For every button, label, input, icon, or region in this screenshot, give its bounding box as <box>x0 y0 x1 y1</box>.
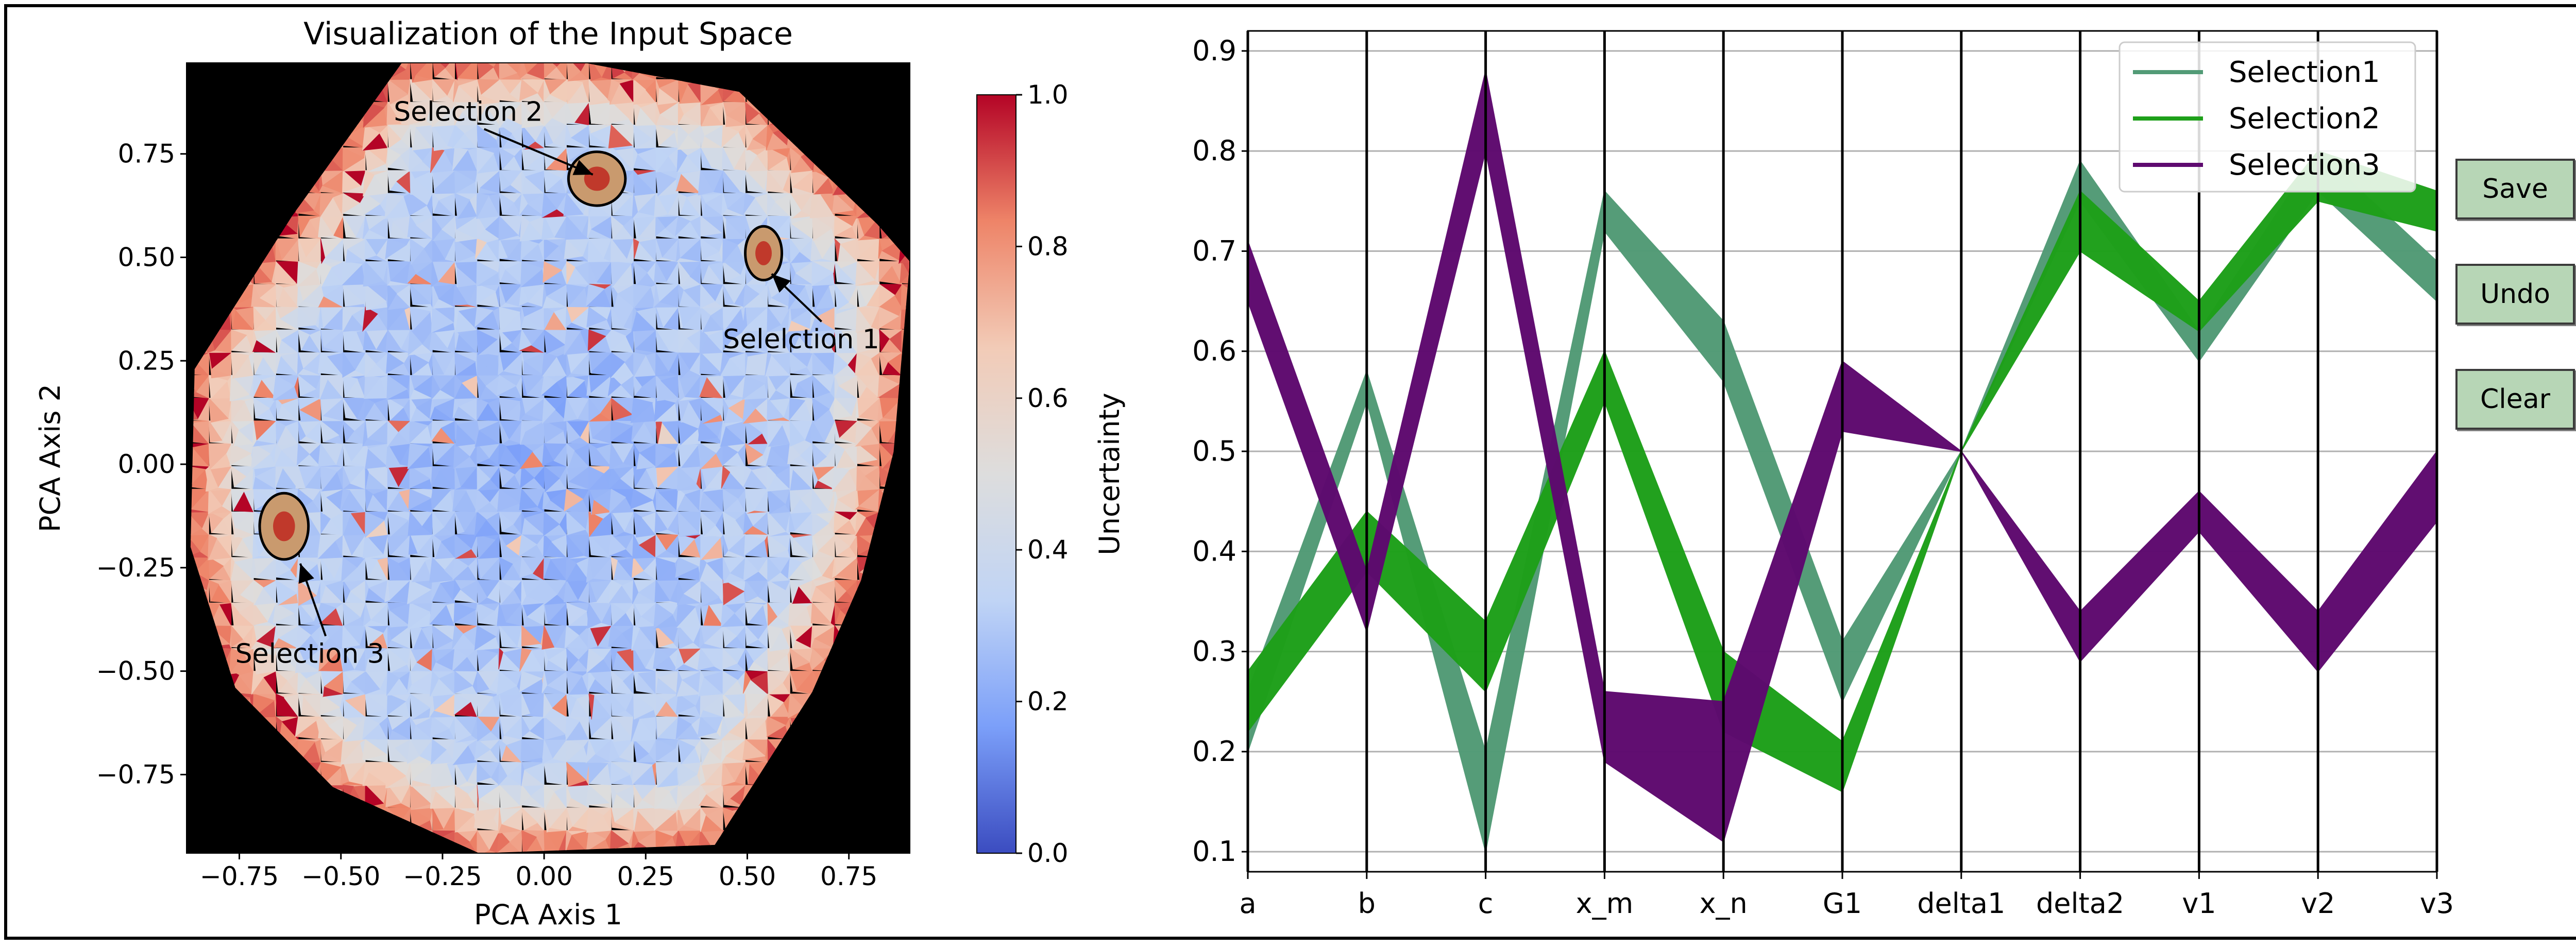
colorbar-tick-label: 0.8 <box>1027 231 1069 261</box>
annotation-label: Selelction 1 <box>723 324 879 355</box>
parallel-y-tick-label: 0.2 <box>1192 735 1236 768</box>
parallel-y-tick-label: 0.5 <box>1192 435 1236 467</box>
heatmap-y-tick-label: −0.50 <box>96 656 175 686</box>
undo-button[interactable]: Undo <box>2455 264 2575 325</box>
annotation-arrow <box>483 128 594 176</box>
parallel-y-tick-label: 0.1 <box>1192 835 1236 868</box>
colorbar-tick-label: 1.0 <box>1027 80 1069 110</box>
parallel-axis-label: delta2 <box>2036 887 2124 920</box>
colorbar-tick-label: 0.4 <box>1027 535 1069 565</box>
parallel-axis-label: v2 <box>2301 887 2335 920</box>
colorbar-label: Uncertainty <box>1093 393 1126 555</box>
selection-region-core <box>273 511 295 541</box>
legend-label: Selection1 <box>2229 56 2380 89</box>
parallel-axis-label: a <box>1239 887 1256 920</box>
parallel-y-tick-label: 0.3 <box>1192 635 1236 668</box>
legend-label: Selection2 <box>2229 102 2380 136</box>
parallel-y-tick-label: 0.7 <box>1192 234 1236 267</box>
parallel-ticks: 0.1 0.2 0.3 0.4 0.5 0.6 0.7 0.8 0.9 <box>1192 35 1248 868</box>
parallel-axis-label: G1 <box>1823 887 1862 920</box>
parallel-y-tick-label: 0.4 <box>1192 535 1236 567</box>
parallel-y-tick-label: 0.9 <box>1192 35 1236 67</box>
colorbar-tick-label: 0.0 <box>1027 838 1069 868</box>
colorbar-tick-label: 0.6 <box>1027 383 1069 413</box>
clear-button[interactable]: Clear <box>2455 369 2575 430</box>
heatmap-y-axis-label: PCA Axis 2 <box>34 384 66 532</box>
selection-region-outline <box>567 150 627 207</box>
heatmap-x-tick-label: 0.50 <box>719 861 776 891</box>
heatmap-x-tick-label: 0.75 <box>820 861 877 891</box>
legend-box <box>2119 41 2416 193</box>
selection-region-core <box>755 241 772 265</box>
annotation-label: Selection 2 <box>394 96 543 127</box>
heatmap-x-tick-label: −0.25 <box>403 861 482 891</box>
colorbar-tick-label: 0.2 <box>1027 687 1069 717</box>
selection-region-core <box>584 166 610 191</box>
heatmap-y-tick-label: 0.25 <box>118 346 175 376</box>
heatmap-y-tick-label: 0.50 <box>118 242 175 272</box>
save-button[interactable]: Save <box>2455 159 2575 219</box>
heatmap-y-tick-label: −0.75 <box>96 759 175 789</box>
parallel-axis-label: v1 <box>2182 887 2216 920</box>
figure-frame <box>4 4 2576 940</box>
annotation-arrow <box>771 273 822 323</box>
uncertainty-heatmap <box>187 63 910 853</box>
parallel-axis-label: c <box>1478 887 1494 920</box>
colorbar <box>976 94 1016 854</box>
selection-annotations: Selection 2 Selelction 1 Selection 3 <box>235 96 879 669</box>
parallel-axis-label: delta1 <box>1917 887 2005 920</box>
heatmap-frame <box>186 62 910 854</box>
heatmap-x-axis-label: PCA Axis 1 <box>474 899 622 931</box>
parallel-axis-label: b <box>1358 887 1376 920</box>
heatmap-ticks: −0.75 −0.50 −0.25 0.00 0.25 0.50 0.75 −0.75 −0.5… <box>96 139 878 891</box>
parallel-axis-label: v3 <box>2420 887 2454 920</box>
heatmap-x-tick-label: 0.00 <box>515 861 572 891</box>
annotation-arrow <box>298 563 327 637</box>
parallel-axis-label: x_m <box>1576 887 1634 920</box>
heatmap-y-tick-label: 0.75 <box>118 139 175 169</box>
heatmap-x-tick-label: 0.25 <box>617 861 674 891</box>
annotation-label: Selection 3 <box>235 639 384 670</box>
heatmap-title: Visualization of the Input Space <box>303 16 793 52</box>
heatmap-x-tick-label: −0.50 <box>301 861 380 891</box>
selection-region-outline <box>744 225 784 282</box>
heatmap-y-tick-label: 0.00 <box>118 449 175 479</box>
heatmap-y-tick-label: −0.25 <box>96 553 175 583</box>
parallel-axis-label: x_n <box>1700 887 1748 920</box>
parallel-y-tick-label: 0.6 <box>1192 335 1236 367</box>
legend-label: Selection3 <box>2229 148 2380 182</box>
heatmap-x-tick-label: −0.75 <box>200 861 279 891</box>
selection-region-outline <box>258 492 310 561</box>
colorbar-ticks: 0.0 0.2 0.4 0.6 0.8 1.0 <box>1016 80 1069 868</box>
legend: Selection1 Selection2 Selection3 <box>2119 41 2416 193</box>
parallel-y-tick-label: 0.8 <box>1192 134 1236 167</box>
